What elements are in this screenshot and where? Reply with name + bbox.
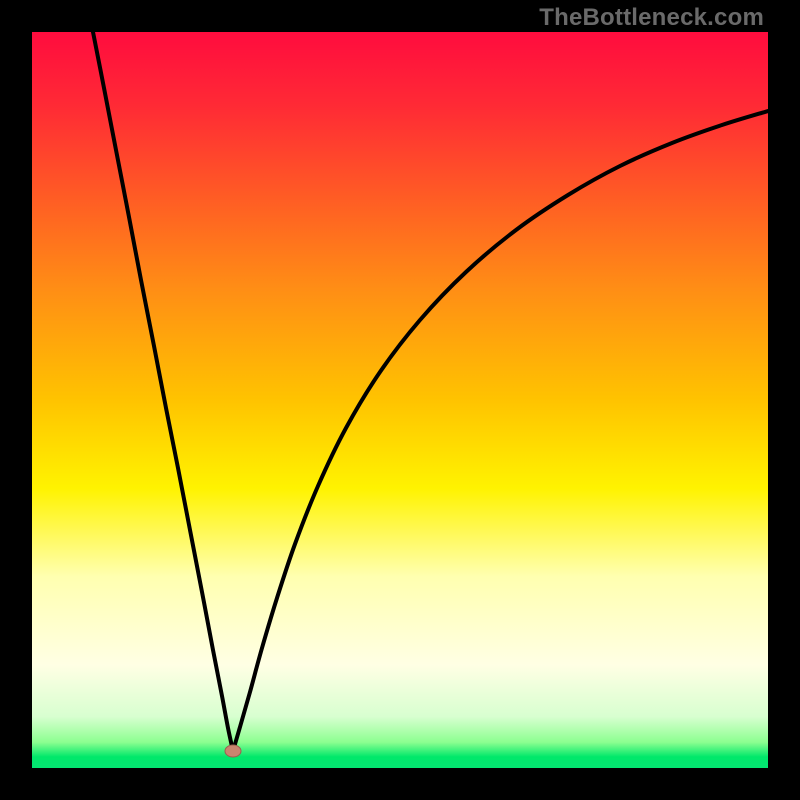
watermark-text: TheBottleneck.com [539, 4, 764, 32]
plot-area [32, 32, 768, 768]
curve-right-branch [233, 111, 768, 751]
bottleneck-curve [32, 32, 768, 768]
curve-left-branch [93, 32, 233, 751]
chart-frame: TheBottleneck.com [0, 0, 800, 800]
minimum-marker [225, 745, 241, 757]
